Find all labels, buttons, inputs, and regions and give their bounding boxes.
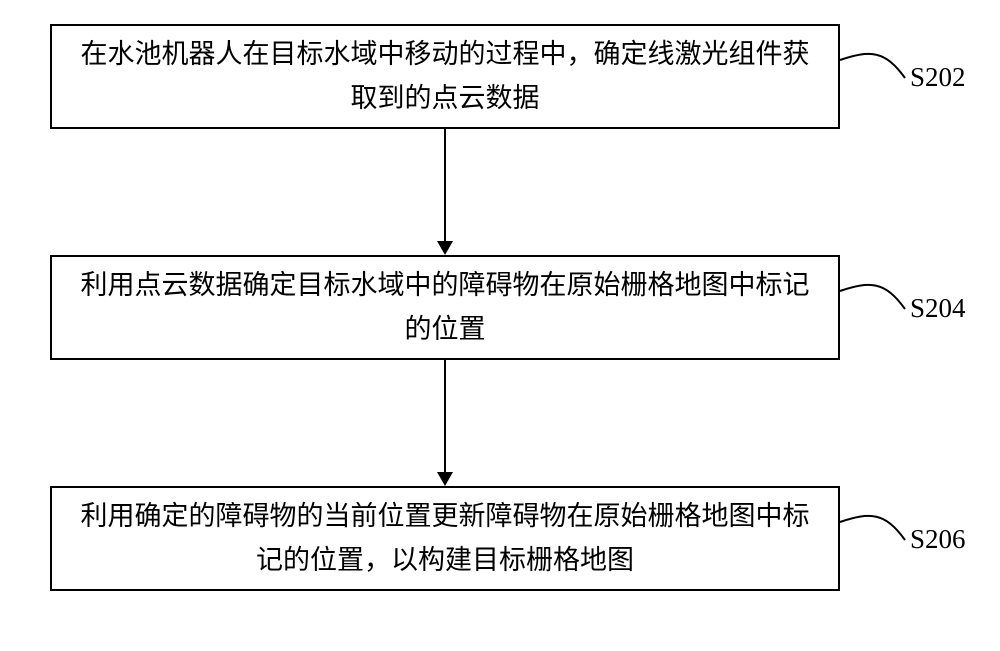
arrow-s202-s204 — [444, 129, 446, 241]
flow-step-s202: 在水池机器人在目标水域中移动的过程中，确定线激光组件获取到的点云数据 — [50, 24, 840, 129]
step-label-s206: S206 — [910, 524, 966, 555]
flow-step-text: 利用确定的障碍物的当前位置更新障碍物在原始栅格地图中标记的位置，以构建目标栅格地… — [72, 495, 818, 581]
flow-step-text: 在水池机器人在目标水域中移动的过程中，确定线激光组件获取到的点云数据 — [72, 33, 818, 119]
flow-step-s206: 利用确定的障碍物的当前位置更新障碍物在原始栅格地图中标记的位置，以构建目标栅格地… — [50, 486, 840, 591]
arrow-head-icon — [437, 241, 453, 255]
arrow-s204-s206 — [444, 360, 446, 472]
step-label-s202: S202 — [910, 62, 966, 93]
flow-step-text: 利用点云数据确定目标水域中的障碍物在原始栅格地图中标记的位置 — [72, 264, 818, 350]
arrow-head-icon — [437, 472, 453, 486]
flow-step-s204: 利用点云数据确定目标水域中的障碍物在原始栅格地图中标记的位置 — [50, 255, 840, 360]
step-label-s204: S204 — [910, 293, 966, 324]
